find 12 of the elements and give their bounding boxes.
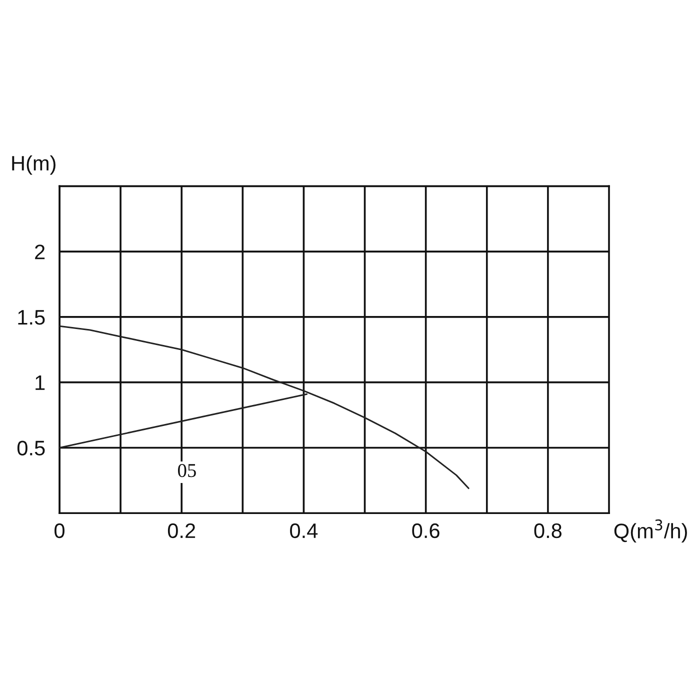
y-tick-label: 1.5 xyxy=(18,310,45,325)
annotation: 05 xyxy=(178,464,196,478)
y-tick-label: 2 xyxy=(35,244,45,260)
y-axis-title: H(m) xyxy=(12,155,56,175)
y-tick-label: 1 xyxy=(36,376,45,390)
x-tick-label: 0.4 xyxy=(290,523,318,538)
x-tick-label: 0.8 xyxy=(534,523,562,538)
x-tick-label: 0.2 xyxy=(168,523,196,538)
x-tick-label: 0 xyxy=(54,523,64,538)
x-axis-title: Q(m$^{3}$/h) xyxy=(614,519,687,543)
y-tick-label: 0.5 xyxy=(17,440,45,456)
x-tick-label: 0.6 xyxy=(412,523,440,538)
